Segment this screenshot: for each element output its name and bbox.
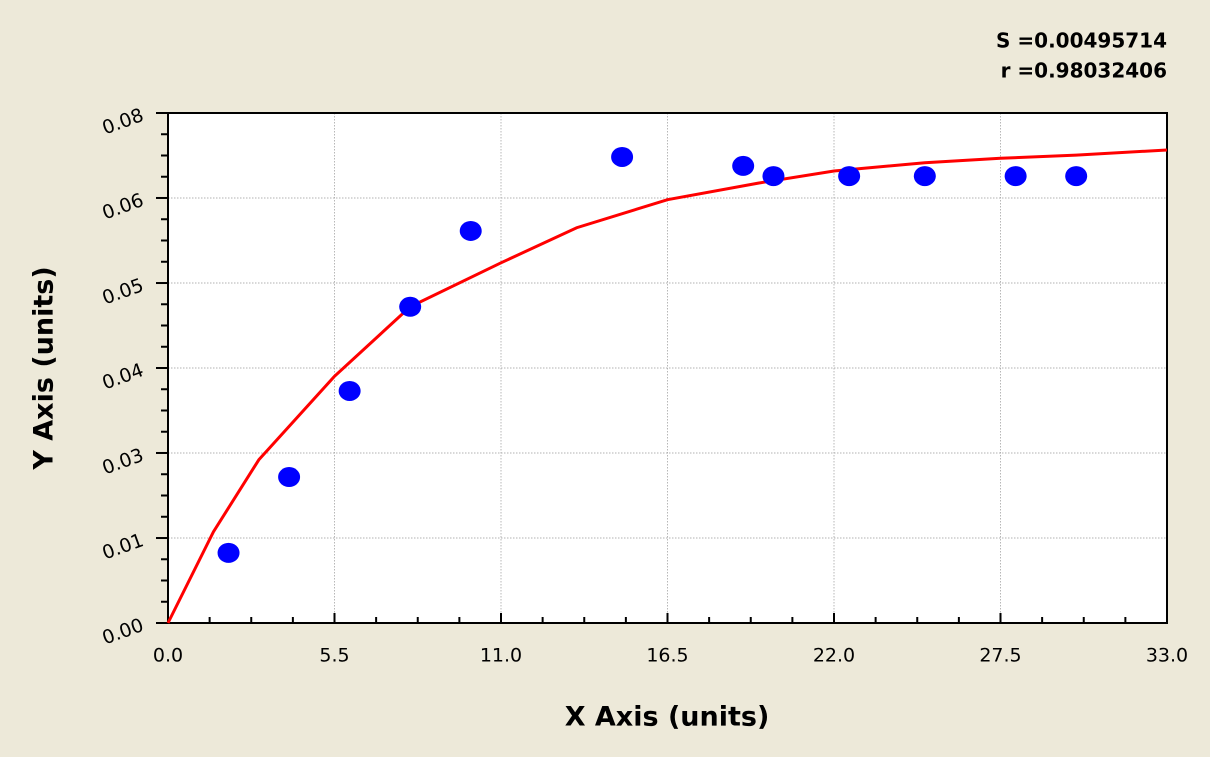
fit-curve	[166, 148, 1168, 624]
data-point	[217, 542, 240, 563]
y-tick-label: 0.05	[99, 274, 146, 309]
plot-border	[167, 112, 1168, 624]
x-axis-label: X Axis (units)	[565, 702, 770, 733]
data-point	[913, 166, 936, 187]
annotation: S =0.00495714	[996, 29, 1167, 53]
y-tick-label: 0.04	[99, 359, 146, 394]
x-tick-label: 5.5	[319, 645, 349, 667]
data-point	[399, 296, 422, 317]
y-tick-label: 0.03	[99, 444, 146, 479]
y-axis-label: Y Axis (units)	[29, 266, 60, 470]
data-point	[732, 155, 755, 176]
data-point	[611, 146, 634, 167]
data-point	[762, 166, 785, 187]
x-tick-label: 22.0	[813, 645, 855, 667]
y-tick-label: 0.01	[99, 529, 146, 564]
annotation: r =0.98032406	[1001, 59, 1167, 83]
data-point	[1004, 166, 1027, 187]
data-point	[278, 467, 301, 488]
x-tick-label: 11.0	[480, 645, 522, 667]
y-tick-label: 0.08	[99, 104, 146, 139]
data-point	[1065, 166, 1088, 187]
x-tick-label: 16.5	[646, 645, 688, 667]
y-tick-label: 0.00	[99, 614, 146, 649]
data-point	[838, 166, 861, 187]
data-point	[338, 380, 361, 401]
y-tick-label: 0.06	[99, 189, 146, 224]
x-tick-label: 27.5	[979, 645, 1021, 667]
x-tick-label: 33.0	[1146, 645, 1188, 667]
data-point	[459, 220, 482, 241]
x-tick-label: 0.0	[153, 645, 183, 667]
